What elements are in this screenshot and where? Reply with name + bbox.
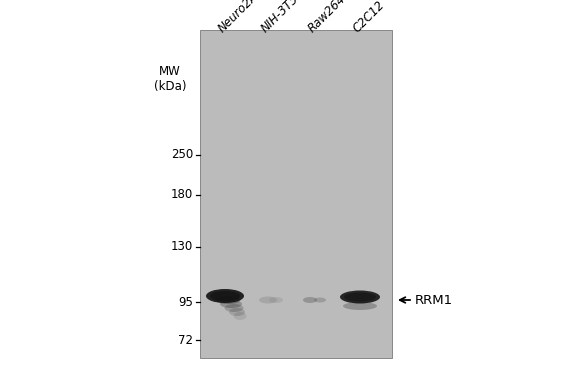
Ellipse shape bbox=[269, 297, 283, 303]
Ellipse shape bbox=[229, 308, 245, 316]
Ellipse shape bbox=[215, 296, 240, 304]
Bar bbox=[200, 30, 392, 358]
Ellipse shape bbox=[344, 293, 376, 301]
Text: 250: 250 bbox=[171, 149, 193, 162]
Ellipse shape bbox=[210, 291, 240, 301]
Text: NIH-3T3: NIH-3T3 bbox=[259, 0, 301, 35]
Text: C2C12: C2C12 bbox=[351, 0, 388, 35]
Text: MW
(kDa): MW (kDa) bbox=[154, 65, 186, 93]
Ellipse shape bbox=[340, 290, 380, 303]
Text: Raw264.7: Raw264.7 bbox=[306, 0, 357, 35]
Ellipse shape bbox=[220, 300, 242, 308]
Ellipse shape bbox=[233, 312, 247, 320]
Ellipse shape bbox=[206, 289, 244, 303]
Ellipse shape bbox=[259, 296, 277, 303]
Text: 130: 130 bbox=[171, 241, 193, 254]
Text: 180: 180 bbox=[171, 188, 193, 201]
Text: Neuro2A: Neuro2A bbox=[216, 0, 261, 35]
Ellipse shape bbox=[343, 302, 377, 310]
Ellipse shape bbox=[303, 297, 317, 303]
Ellipse shape bbox=[314, 298, 326, 303]
Text: 72: 72 bbox=[178, 334, 193, 347]
Ellipse shape bbox=[225, 304, 243, 312]
Text: RRM1: RRM1 bbox=[415, 293, 453, 306]
Text: 95: 95 bbox=[178, 296, 193, 308]
